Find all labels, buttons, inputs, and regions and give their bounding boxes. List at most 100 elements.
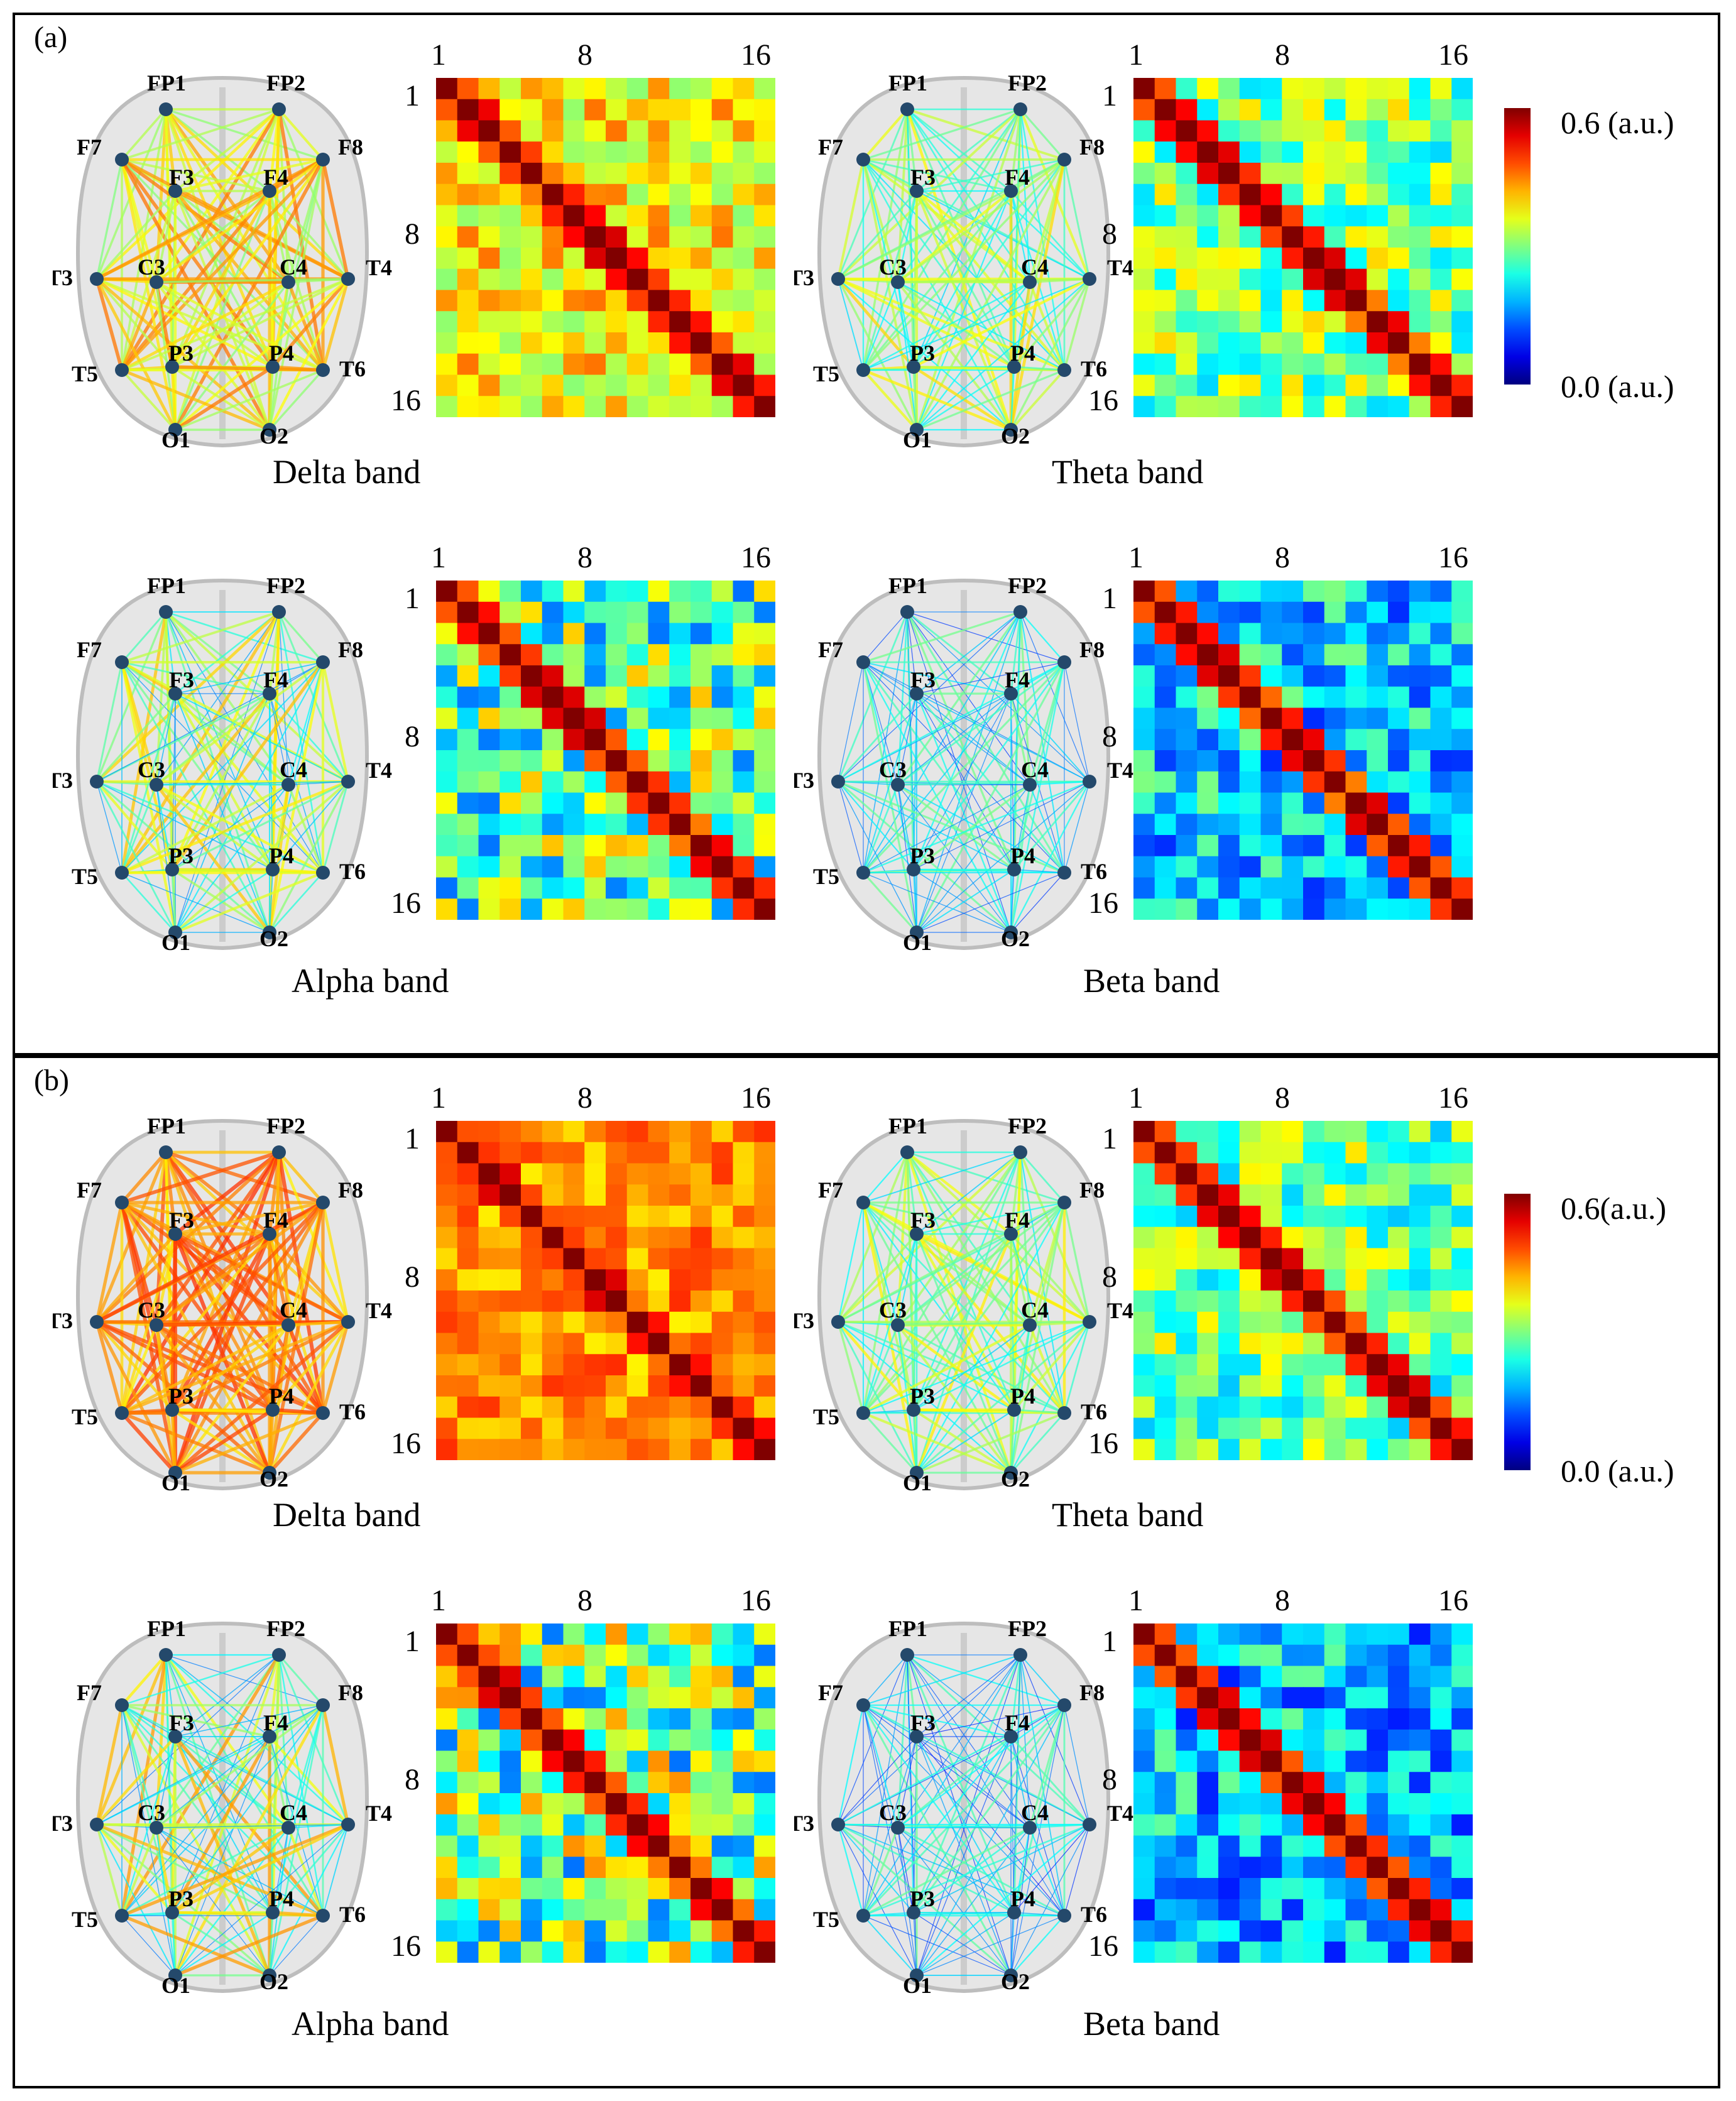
- matrix-cell: [1282, 141, 1304, 163]
- matrix-cell: [563, 750, 585, 772]
- matrix-cell: [542, 581, 564, 603]
- matrix-cell: [711, 1375, 734, 1397]
- matrix-cell: [1282, 792, 1304, 814]
- matrix-cell: [733, 750, 755, 772]
- matrix-cell: [1303, 1644, 1325, 1667]
- matrix-cell: [1451, 1814, 1473, 1836]
- matrix-cell: [1451, 856, 1473, 878]
- matrix-cell: [1303, 1835, 1325, 1857]
- matrix-cell: [1303, 1708, 1325, 1730]
- electrode-node: [159, 605, 173, 619]
- connection-edge: [96, 781, 123, 873]
- matrix-cell: [436, 1878, 458, 1900]
- matrix-cell: [457, 226, 479, 248]
- matrix-cell: [1218, 290, 1240, 312]
- connection-edge: [838, 781, 914, 870]
- matrix-cell: [669, 141, 691, 163]
- connection-edge: [863, 1654, 1021, 1916]
- electrode-node: [281, 778, 295, 792]
- matrix-cell: [457, 1311, 479, 1334]
- electrode-node: [263, 687, 276, 701]
- matrix-cell: [436, 665, 458, 687]
- matrix-cell: [648, 1184, 670, 1206]
- matrix-cell: [1197, 396, 1219, 417]
- electrode-label: F8: [1079, 637, 1105, 662]
- matrix-cell: [754, 226, 775, 248]
- matrix-cell: [626, 1729, 649, 1752]
- matrix-cell: [754, 332, 775, 354]
- matrix-cell: [1409, 1793, 1431, 1815]
- matrix-cell: [563, 1878, 585, 1900]
- matrix-cell: [584, 1687, 606, 1709]
- connection-edge: [913, 1912, 917, 1976]
- matrix-cell: [1367, 1920, 1389, 1942]
- matrix-cell: [542, 898, 564, 920]
- x-tick-label: 8: [1275, 1081, 1290, 1115]
- connection-edge: [863, 661, 1012, 695]
- matrix-cell: [1345, 898, 1367, 920]
- matrix-cell: [691, 1878, 712, 1900]
- matrix-cell: [1197, 1417, 1219, 1439]
- matrix-cell: [1367, 877, 1389, 899]
- matrix-cell: [542, 1750, 564, 1772]
- matrix-cell: [1282, 99, 1304, 121]
- matrix-cell: [584, 835, 606, 857]
- connection-edge: [1010, 662, 1066, 933]
- colorbar: [1504, 108, 1531, 385]
- matrix-cell: [1197, 1708, 1219, 1730]
- matrix-cell: [563, 1142, 585, 1164]
- matrix-cell: [1197, 183, 1219, 206]
- electrode-node: [341, 1818, 355, 1831]
- matrix-cell: [1218, 1163, 1240, 1185]
- connection-edge: [861, 1202, 919, 1473]
- matrix-cell: [711, 1793, 734, 1815]
- matrix-cell: [521, 1354, 543, 1376]
- matrix-cell: [754, 1687, 775, 1709]
- connection-edge: [121, 780, 349, 875]
- matrix-cell: [754, 120, 775, 142]
- matrix-cell: [733, 601, 755, 624]
- matrix-cell: [1324, 374, 1346, 396]
- matrix-cell: [584, 1354, 606, 1376]
- connection-edge: [175, 158, 324, 193]
- matrix-cell: [542, 623, 564, 645]
- connection-edge: [175, 1736, 349, 1825]
- connection-edge: [916, 869, 1015, 933]
- matrix-cell: [648, 1750, 670, 1772]
- electrode-node: [150, 1821, 163, 1835]
- matrix-cell: [1176, 665, 1198, 687]
- matrix-cell: [691, 163, 712, 185]
- matrix-cell: [648, 1439, 670, 1460]
- connection-edge: [171, 1826, 290, 1914]
- matrix-cell: [691, 396, 712, 417]
- connection-edge: [321, 159, 350, 280]
- matrix-cell: [1133, 311, 1155, 333]
- connectivity-heatmap: [1133, 1624, 1473, 1963]
- matrix-cell: [1451, 1624, 1473, 1645]
- electrode-label: P4: [1010, 1886, 1035, 1911]
- connection-edge: [171, 1912, 177, 1976]
- matrix-cell: [457, 163, 479, 185]
- matrix-cell: [733, 99, 755, 121]
- matrix-cell: [1197, 268, 1219, 291]
- matrix-cell: [1197, 1814, 1219, 1836]
- matrix-cell: [1133, 78, 1155, 100]
- y-tick-label: 1: [1102, 1625, 1117, 1658]
- matrix-cell: [1260, 1835, 1282, 1857]
- matrix-cell: [1451, 665, 1473, 687]
- electrode-node: [856, 866, 870, 880]
- matrix-cell: [1367, 1311, 1389, 1334]
- matrix-cell: [711, 1729, 734, 1752]
- electrode-label: T3: [794, 1308, 814, 1333]
- matrix-cell: [711, 1226, 734, 1249]
- electrode-node: [910, 1466, 924, 1480]
- matrix-cell: [1197, 665, 1219, 687]
- connection-edge: [906, 1152, 918, 1473]
- matrix-cell: [584, 396, 606, 417]
- matrix-cell: [1260, 268, 1282, 291]
- matrix-cell: [648, 268, 670, 291]
- matrix-cell: [457, 1184, 479, 1206]
- matrix-cell: [1239, 1248, 1262, 1270]
- matrix-cell: [1409, 141, 1431, 163]
- matrix-cell: [521, 1417, 543, 1439]
